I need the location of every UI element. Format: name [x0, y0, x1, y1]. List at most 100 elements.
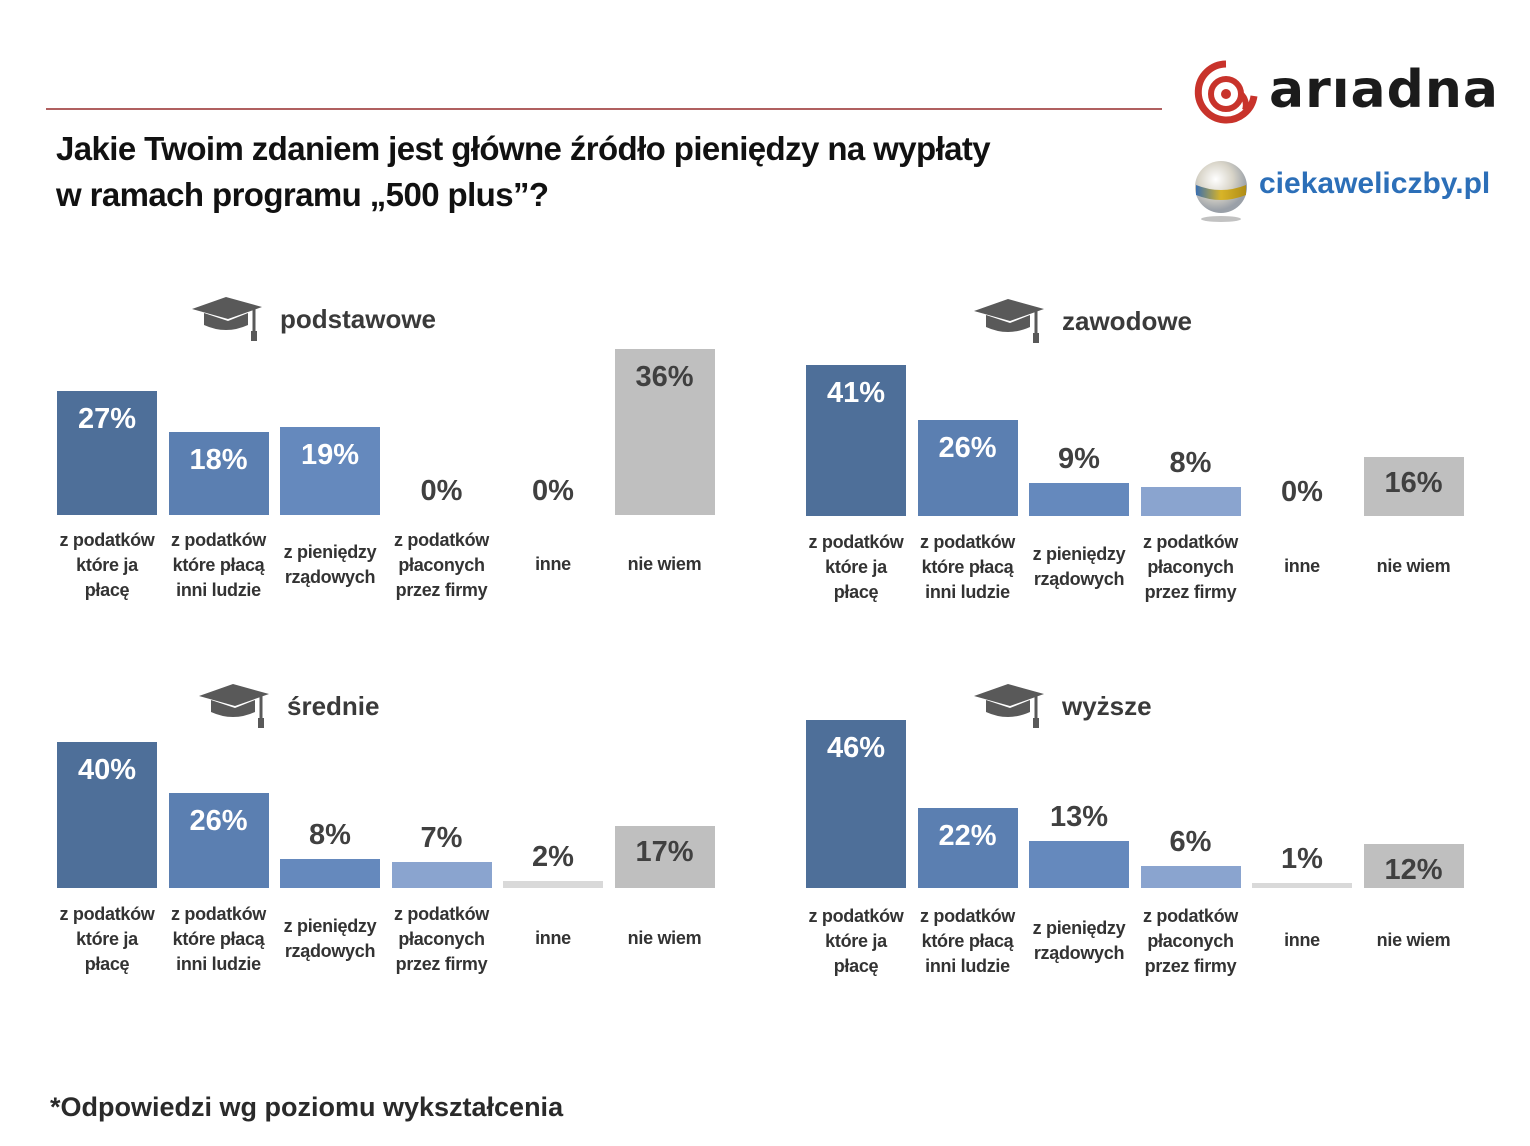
data-label: 46% — [826, 732, 886, 764]
category-label: z podatków które ja płacę — [797, 530, 915, 605]
category-label-line: przez firmy — [1144, 956, 1237, 976]
data-label: 26% — [189, 805, 248, 837]
bar — [168, 432, 269, 515]
bar — [1363, 457, 1464, 516]
data-label: 0% — [532, 475, 574, 507]
category-label: z podatków które ja płacę — [797, 904, 915, 979]
category-label-line: płaconych — [1147, 557, 1234, 577]
category-label-line: płaconych — [1147, 931, 1234, 951]
category-label: nie wiem — [1355, 928, 1473, 953]
category-label-line: które ja — [76, 929, 138, 949]
bar — [168, 793, 269, 888]
category-label: nie wiem — [606, 926, 724, 951]
category-label-line: z podatków — [59, 530, 155, 550]
bar — [57, 742, 157, 888]
category-label-line: z podatków — [1143, 532, 1238, 552]
bar — [1363, 844, 1464, 888]
category-label: z podatków płaconych przez firmy — [1132, 530, 1250, 605]
category-label-line: nie wiem — [1376, 556, 1451, 576]
ciekaweliczby-wordmark: ciekaweliczby.pl — [1259, 167, 1491, 200]
category-label: z podatków płaconych przez firmy — [1132, 904, 1250, 979]
category-label-line: rządowych — [1033, 569, 1125, 589]
bar — [1140, 487, 1241, 516]
bar — [1252, 883, 1352, 888]
category-label: inne — [494, 552, 612, 577]
category-label: z podatków które płacą inni ludzie — [160, 902, 278, 977]
category-label-line: z podatków — [394, 904, 489, 924]
category-label-line: inni ludzie — [925, 582, 1010, 602]
chart-title: podstawowe — [190, 293, 436, 345]
bar — [1140, 866, 1241, 888]
category-label-line: z pieniędzy — [1032, 918, 1126, 938]
category-label-line: rządowych — [1033, 943, 1125, 963]
data-label: 19% — [300, 439, 360, 471]
category-label: z podatków które ja płacę — [48, 902, 166, 977]
ciekaweliczby-logo: ciekaweliczby.pl — [1193, 155, 1513, 225]
category-label-line: które ja — [825, 931, 887, 951]
category-label-line: inni ludzie — [176, 580, 261, 600]
data-label: 8% — [1169, 447, 1212, 479]
category-label-line: nie wiem — [627, 928, 702, 948]
category-label: z podatków które ja płacę — [48, 528, 166, 603]
chart-title-text: zawodowe — [1062, 305, 1193, 336]
bar — [57, 391, 157, 515]
category-label-line: płaconych — [398, 555, 485, 575]
category-label: z podatków płaconych przez firmy — [383, 528, 501, 603]
bar — [1029, 841, 1129, 888]
category-label: inne — [1243, 928, 1361, 953]
category-label-line: rządowych — [284, 941, 376, 961]
data-label: 8% — [309, 819, 351, 851]
category-label-line: rządowych — [284, 567, 376, 587]
bar — [614, 349, 715, 515]
category-label: z podatków które płacą inni ludzie — [909, 904, 1027, 979]
bar — [503, 881, 603, 888]
category-label-line: płacę — [84, 954, 130, 974]
bar — [917, 808, 1018, 888]
category-label: z pieniędzy rządowych — [1020, 916, 1138, 966]
title-line-1: Jakie Twoim zdaniem jest główne źródło p… — [56, 130, 991, 167]
bar — [1029, 483, 1129, 516]
category-label: nie wiem — [1355, 554, 1473, 579]
category-label-line: które płacą — [921, 931, 1014, 951]
category-label-line: inne — [1284, 930, 1320, 950]
data-label: 16% — [1384, 467, 1443, 499]
header-rule — [46, 108, 1162, 110]
data-label: 2% — [532, 841, 574, 873]
category-label-line: inni ludzie — [176, 954, 261, 974]
category-label-line: z podatków — [1143, 906, 1238, 926]
data-label: 13% — [1049, 801, 1109, 833]
chart-title-text: średnie — [287, 690, 380, 721]
category-label-line: przez firmy — [395, 580, 488, 600]
data-label: 17% — [635, 836, 694, 868]
category-label-line: z podatków — [171, 904, 266, 924]
category-label-line: nie wiem — [1376, 930, 1451, 950]
bar — [391, 862, 492, 888]
data-label: 41% — [826, 377, 886, 409]
category-label-line: inne — [1284, 556, 1320, 576]
category-label-line: z podatków — [808, 532, 904, 552]
data-label: 9% — [1058, 443, 1100, 475]
bar — [806, 720, 906, 888]
data-label: 18% — [189, 444, 248, 476]
bar — [280, 859, 380, 888]
category-label-line: płacę — [833, 582, 879, 602]
category-label: inne — [494, 926, 612, 951]
category-label-line: z podatków — [808, 906, 904, 926]
category-label-line: z pieniędzy — [283, 916, 377, 936]
category-label-line: przez firmy — [1144, 582, 1237, 602]
category-label-line: inne — [535, 928, 571, 948]
chart-title-text: wyższe — [1062, 690, 1152, 721]
category-label-line: które ja — [825, 557, 887, 577]
category-label-line: które płacą — [921, 557, 1014, 577]
ariadna-wordmark: arıadna — [1269, 60, 1499, 120]
data-label: 12% — [1384, 854, 1443, 886]
data-label: 7% — [420, 822, 463, 854]
category-label-line: nie wiem — [627, 554, 702, 574]
bar — [614, 826, 715, 888]
category-label-line: z podatków — [394, 530, 489, 550]
data-label: 1% — [1281, 843, 1323, 875]
graduation-cap-icon — [199, 684, 269, 728]
title-line-2: w ramach programu „500 plus”? — [56, 176, 549, 213]
footnote: *Odpowiedzi wg poziomu wykształcenia — [50, 1092, 564, 1122]
data-label: 27% — [77, 403, 137, 435]
